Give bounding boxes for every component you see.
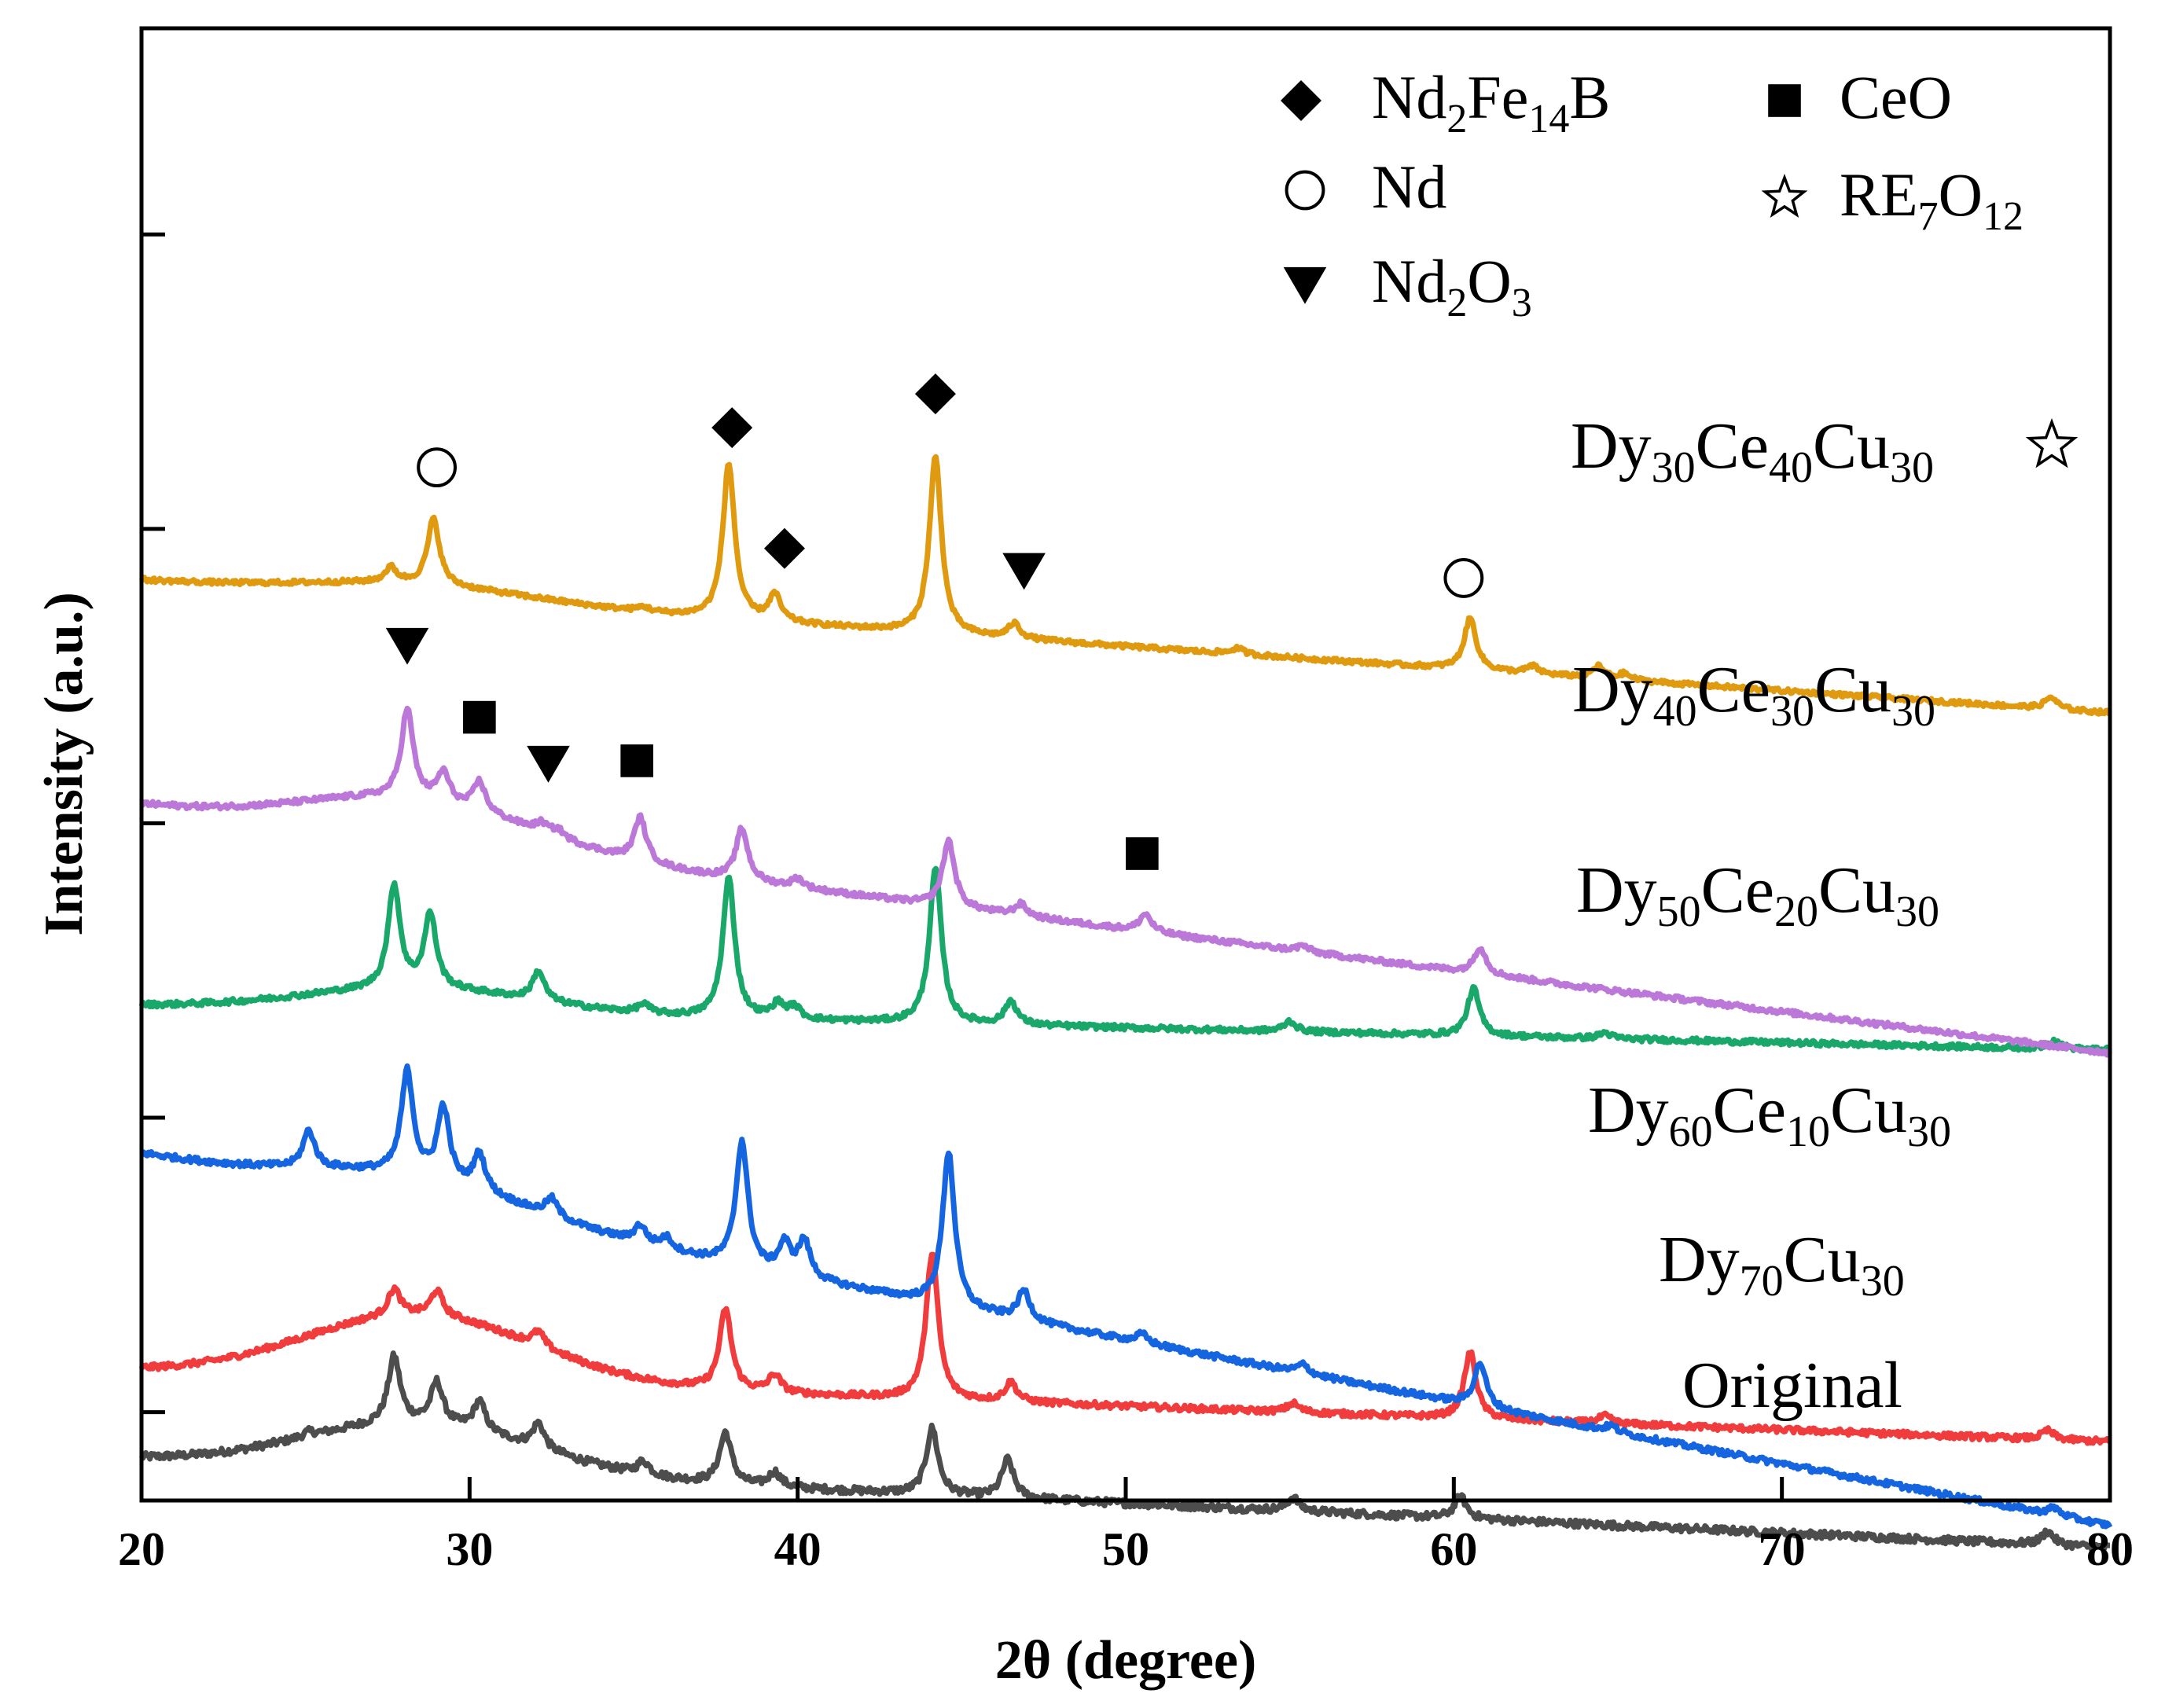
series-label-part: Cu — [1784, 1223, 1861, 1296]
series-line-Original — [138, 1350, 2112, 1553]
x-tick-label-80: 80 — [2086, 1523, 2134, 1575]
legend-marker-triangle-down — [1283, 266, 1327, 304]
series-label-part: Cu — [1830, 1074, 1907, 1147]
phase-marker-square-8 — [463, 700, 496, 734]
legend-label-part: 2 — [1446, 281, 1467, 325]
legend-label-3: RE7O12 — [1840, 160, 2023, 239]
series-label-part: 40 — [1653, 687, 1697, 736]
series-label-part: Dy — [1571, 410, 1652, 483]
series-label-part: Ce — [1713, 1074, 1786, 1147]
series-label-part: Ce — [1697, 653, 1770, 726]
series-label-part: Dy — [1576, 854, 1657, 927]
series-label-part: Dy — [1572, 653, 1653, 726]
legend-marker-diamond — [1281, 80, 1321, 121]
series-line-Dy60Ce10Cu30 — [140, 1063, 2113, 1530]
legend-label-0: Nd2Fe14B — [1372, 63, 1610, 141]
legend-label-part: 14 — [1528, 97, 1569, 141]
legend-label-part: 7 — [1918, 194, 1939, 239]
series-label-part: 30 — [1907, 1107, 1951, 1156]
series-label-part: 60 — [1669, 1107, 1713, 1156]
series-label-Dy50Ce20Cu30: Dy50Ce20Cu30 — [1576, 854, 1939, 936]
phase-marker-circle-open-0 — [417, 447, 457, 488]
series-label-part: Cu — [1818, 854, 1895, 927]
series-line-Dy50Ce20Cu30 — [138, 865, 2112, 1055]
series-line-Dy70Cu30 — [138, 1251, 2112, 1446]
legend-label-part: 12 — [1983, 194, 2023, 239]
series-label-part: 30 — [1890, 443, 1934, 492]
phase-marker-diamond-1 — [711, 407, 753, 449]
plot-frame — [139, 26, 2112, 1503]
series-label-part: 30 — [1770, 687, 1814, 736]
series-label-Dy30Ce40Cu30: Dy30Ce40Cu30 — [1571, 410, 1934, 492]
legend-label-part: CeO — [1840, 63, 1952, 131]
legend-label-4: Nd2O3 — [1372, 247, 1532, 325]
series-label-part: 30 — [1895, 887, 1939, 936]
series-label-part: Original — [1682, 1349, 1902, 1422]
legend-marker-star-open — [1761, 173, 1808, 219]
legend-label-part: RE — [1840, 160, 1918, 229]
phase-markers-layer — [385, 373, 2079, 870]
legend-label-1: CeO — [1840, 63, 1952, 131]
x-tick-label-50: 50 — [1102, 1523, 1149, 1575]
series-label-part: 40 — [1769, 443, 1813, 492]
series-label-part: 30 — [1891, 687, 1935, 736]
phase-marker-circle-open-5 — [1443, 558, 1484, 598]
series-label-Original: Original — [1682, 1349, 1902, 1422]
legend-label-part: 3 — [1512, 281, 1532, 325]
x-axis-title: 2θ (degree) — [995, 1630, 1257, 1691]
series-label-part: Ce — [1696, 410, 1769, 483]
phase-marker-triangle-down-4 — [1002, 553, 1046, 590]
series-label-part: Dy — [1659, 1223, 1740, 1296]
series-label-part: 30 — [1652, 443, 1696, 492]
series-label-Dy40Ce30Cu30: Dy40Ce30Cu30 — [1572, 653, 1935, 736]
series-label-Dy60Ce10Cu30: Dy60Ce10Cu30 — [1588, 1074, 1951, 1156]
series-label-part: Ce — [1701, 854, 1774, 927]
series-label-part: 10 — [1786, 1107, 1830, 1156]
legend-label-part: B — [1569, 63, 1610, 131]
series-label-part: 70 — [1740, 1257, 1784, 1306]
legend-label-part: Nd — [1372, 247, 1446, 315]
series-label-part: Cu — [1813, 410, 1890, 483]
series-label-part: Dy — [1588, 1074, 1669, 1147]
series-label-part: 30 — [1861, 1257, 1905, 1306]
legend-label-part: O — [1939, 160, 1983, 229]
legend-marker-circle-open — [1285, 170, 1325, 211]
phase-marker-triangle-down-9 — [527, 745, 570, 783]
series-label-part: Cu — [1814, 653, 1891, 726]
phase-marker-square-11 — [1126, 837, 1159, 870]
legend-marker-square — [1768, 84, 1801, 117]
ticks-layer: 20 30 40 50 60 70 80 — [118, 232, 2134, 1575]
series-layer — [138, 454, 2113, 1553]
x-tick-label-70: 70 — [1759, 1523, 1806, 1575]
series-label-part: 20 — [1774, 887, 1818, 936]
series-label-Dy70Cu30: Dy70Cu30 — [1659, 1223, 1905, 1306]
series-line-Dy40Ce30Cu30 — [139, 705, 2113, 1058]
labels-layer: OriginalDy70Cu30Dy60Ce10Cu30Dy50Ce20Cu30… — [1571, 410, 1951, 1422]
x-tick-label-20: 20 — [118, 1523, 165, 1575]
legend-label-2: Nd — [1372, 152, 1446, 221]
series-label-part: 50 — [1657, 887, 1701, 936]
legend-label-part: O — [1467, 247, 1511, 315]
phase-marker-diamond-2 — [763, 527, 805, 569]
legend-label-part: Nd — [1372, 63, 1446, 131]
phase-marker-star-6 — [2025, 418, 2079, 468]
legend-label-part: Nd — [1372, 152, 1446, 221]
phase-marker-square-10 — [620, 744, 653, 777]
y-axis-title: Intensity (a.u.) — [34, 592, 94, 936]
x-tick-label-60: 60 — [1430, 1523, 1477, 1575]
legend-label-part: 2 — [1446, 97, 1467, 141]
phase-marker-diamond-3 — [914, 373, 956, 415]
legend-label-part: Fe — [1467, 63, 1528, 131]
x-tick-label-40: 40 — [774, 1523, 822, 1575]
phase-marker-triangle-down-7 — [385, 627, 429, 665]
series-line-Dy30Ce40Cu30 — [138, 454, 2112, 717]
x-tick-label-30: 30 — [446, 1523, 493, 1575]
